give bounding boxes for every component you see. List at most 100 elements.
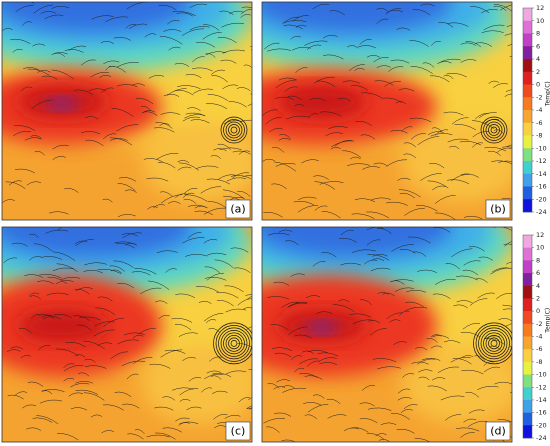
streamline bbox=[32, 417, 53, 423]
streamline bbox=[189, 3, 208, 8]
colorbar-segment bbox=[523, 247, 532, 261]
streamline bbox=[39, 274, 62, 279]
streamline bbox=[163, 29, 182, 32]
streamline bbox=[13, 130, 32, 136]
streamline bbox=[406, 289, 427, 293]
streamline bbox=[204, 266, 220, 273]
streamline bbox=[301, 159, 319, 164]
streamline bbox=[246, 326, 252, 331]
streamline bbox=[146, 177, 169, 182]
streamline bbox=[80, 131, 101, 135]
typhoon-streamline bbox=[225, 121, 243, 139]
streamline bbox=[382, 292, 395, 297]
streamline bbox=[390, 129, 408, 134]
typhoon-streamline bbox=[223, 119, 245, 141]
streamline bbox=[297, 205, 319, 213]
streamline bbox=[204, 276, 227, 281]
streamline bbox=[140, 106, 152, 112]
streamline bbox=[123, 332, 145, 336]
streamline bbox=[75, 239, 94, 246]
streamline bbox=[304, 375, 323, 380]
streamline bbox=[198, 300, 212, 304]
streamline bbox=[397, 388, 411, 394]
streamline bbox=[37, 314, 62, 320]
streamline bbox=[116, 242, 135, 249]
streamline bbox=[131, 83, 145, 86]
colorbar-tick-label: 2 bbox=[536, 68, 540, 76]
streamline bbox=[497, 419, 512, 423]
streamline bbox=[403, 142, 417, 148]
streamline bbox=[288, 302, 308, 308]
colorbar-tick-label: 6 bbox=[536, 269, 540, 277]
streamline bbox=[291, 355, 303, 360]
streamline bbox=[405, 301, 424, 308]
streamline bbox=[268, 232, 290, 236]
streamline bbox=[175, 417, 190, 422]
streamline bbox=[41, 390, 53, 395]
streamline bbox=[312, 261, 326, 267]
streamline bbox=[493, 5, 507, 11]
streamline bbox=[196, 165, 219, 169]
streamline bbox=[459, 141, 482, 146]
streamline bbox=[174, 63, 190, 67]
streamline bbox=[56, 348, 79, 357]
streamline bbox=[221, 22, 245, 28]
streamline bbox=[267, 383, 280, 389]
streamline bbox=[452, 358, 472, 365]
streamline bbox=[314, 181, 336, 190]
streamline bbox=[298, 196, 317, 201]
streamline bbox=[299, 358, 319, 365]
streamline bbox=[36, 415, 59, 425]
streamline bbox=[469, 246, 485, 252]
streamline bbox=[116, 62, 139, 68]
streamline bbox=[420, 173, 442, 181]
streamline bbox=[465, 41, 482, 48]
streamline bbox=[184, 194, 208, 202]
temperature-field bbox=[142, 345, 252, 425]
streamline bbox=[64, 188, 79, 193]
streamline bbox=[48, 211, 69, 215]
streamline bbox=[274, 412, 292, 417]
streamline bbox=[498, 160, 512, 163]
streamline bbox=[474, 355, 486, 361]
streamline bbox=[279, 134, 291, 139]
streamline bbox=[460, 332, 481, 338]
colorbar-tick-label: 8 bbox=[536, 30, 540, 38]
typhoon-streamline bbox=[473, 322, 512, 365]
streamline bbox=[171, 318, 193, 323]
streamline bbox=[445, 263, 461, 270]
streamline bbox=[412, 9, 431, 16]
streamline bbox=[359, 418, 378, 424]
streamline bbox=[491, 160, 512, 165]
streamline bbox=[408, 236, 431, 244]
streamline bbox=[172, 11, 196, 17]
streamline bbox=[390, 412, 410, 420]
streamline bbox=[36, 280, 54, 285]
streamline bbox=[116, 84, 138, 88]
panel-frame bbox=[261, 226, 513, 443]
streamline bbox=[248, 368, 252, 371]
streamline bbox=[327, 414, 347, 419]
streamline bbox=[75, 380, 93, 384]
streamline bbox=[134, 268, 157, 275]
streamline bbox=[38, 345, 51, 351]
streamline bbox=[32, 43, 46, 47]
streamline bbox=[225, 370, 247, 375]
streamline bbox=[274, 352, 292, 358]
streamline bbox=[237, 191, 251, 197]
streamline bbox=[109, 265, 126, 272]
streamline bbox=[178, 332, 198, 337]
streamline bbox=[39, 399, 63, 404]
streamline bbox=[338, 299, 350, 303]
streamline bbox=[434, 212, 456, 220]
streamline bbox=[305, 295, 321, 299]
colorbar-tick-label: -8 bbox=[536, 132, 542, 140]
streamline bbox=[206, 252, 227, 256]
streamline bbox=[175, 193, 188, 198]
streamline bbox=[117, 339, 139, 345]
streamline bbox=[456, 275, 478, 281]
streamline bbox=[359, 402, 375, 407]
streamline bbox=[492, 267, 511, 273]
streamline bbox=[182, 237, 205, 244]
colorbar-segment bbox=[523, 148, 532, 162]
